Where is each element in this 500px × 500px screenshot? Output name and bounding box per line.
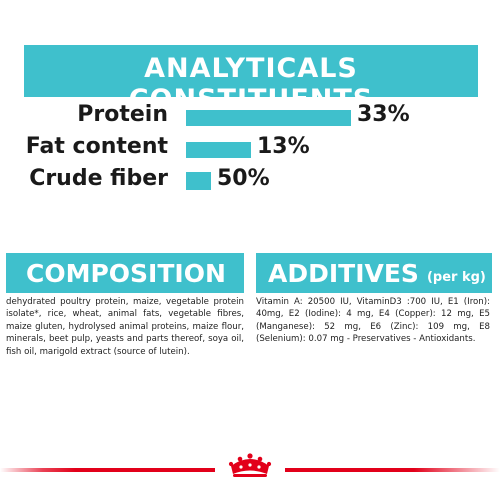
constituent-value-fat: 13% xyxy=(257,134,310,159)
composition-header: COMPOSITION xyxy=(6,253,244,293)
analytics-title: ANALYTICALS CONSTITUENTS xyxy=(128,53,374,115)
additives-text: Vitamin A: 20500 IU, VitaminD3 :700 IU, … xyxy=(256,297,490,345)
constituent-label-fat: Fat content xyxy=(25,134,168,159)
constituent-bar-fat xyxy=(186,142,251,158)
constituent-bar-protein xyxy=(186,110,351,126)
constituent-label-protein: Protein xyxy=(77,102,168,127)
additives-header: ADDITIVES (per kg) xyxy=(256,253,492,293)
additives-title: ADDITIVES xyxy=(268,258,419,288)
constituent-value-fiber: 50% xyxy=(217,166,270,191)
royal-canin-crown-icon xyxy=(215,450,285,480)
constituent-label-fiber: Crude fiber xyxy=(29,166,168,191)
footer-line-left xyxy=(0,468,215,472)
analytics-header: ANALYTICALS CONSTITUENTS xyxy=(24,45,478,115)
footer-line-right xyxy=(285,468,500,472)
composition-title: COMPOSITION xyxy=(26,258,226,288)
constituent-bar-fiber xyxy=(186,172,211,190)
constituent-value-protein: 33% xyxy=(357,102,410,127)
additives-subtitle: (per kg) xyxy=(426,269,486,285)
composition-text: dehydrated poultry protein, maize, veget… xyxy=(6,297,244,357)
